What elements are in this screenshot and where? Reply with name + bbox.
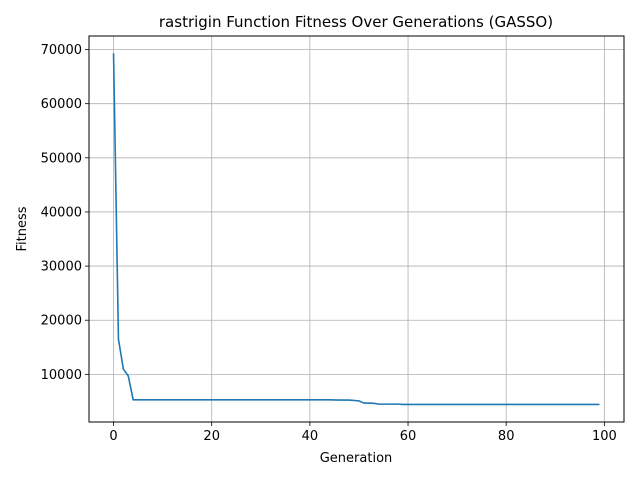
x-axis-label: Generation (320, 451, 393, 466)
series-line-0 (112, 53, 600, 406)
x-tick-label: 100 (592, 429, 617, 444)
grid (89, 36, 624, 422)
y-tick-label: 20000 (41, 314, 82, 329)
x-tick-label: 80 (498, 429, 515, 444)
y-tick-label: 10000 (41, 368, 82, 383)
y-tick-label: 40000 (41, 205, 82, 220)
plot-frame (88, 35, 625, 423)
y-tick-label: 60000 (41, 97, 82, 112)
y-axis-label: Fitness (15, 206, 30, 251)
y-tick-label: 50000 (41, 151, 82, 166)
chart-title: rastrigin Function Fitness Over Generati… (159, 13, 553, 31)
y-tick-label: 30000 (41, 260, 82, 275)
ticks: 0 20 40 60 80 100 10000 20000 30000 40000 50000 600… (41, 43, 617, 444)
x-tick-label: 40 (302, 429, 319, 444)
y-tick-label: 70000 (41, 43, 82, 58)
x-tick-label: 0 (109, 429, 117, 444)
series-layer (112, 53, 600, 406)
x-tick-label: 20 (203, 429, 220, 444)
x-tick-label: 60 (400, 429, 417, 444)
